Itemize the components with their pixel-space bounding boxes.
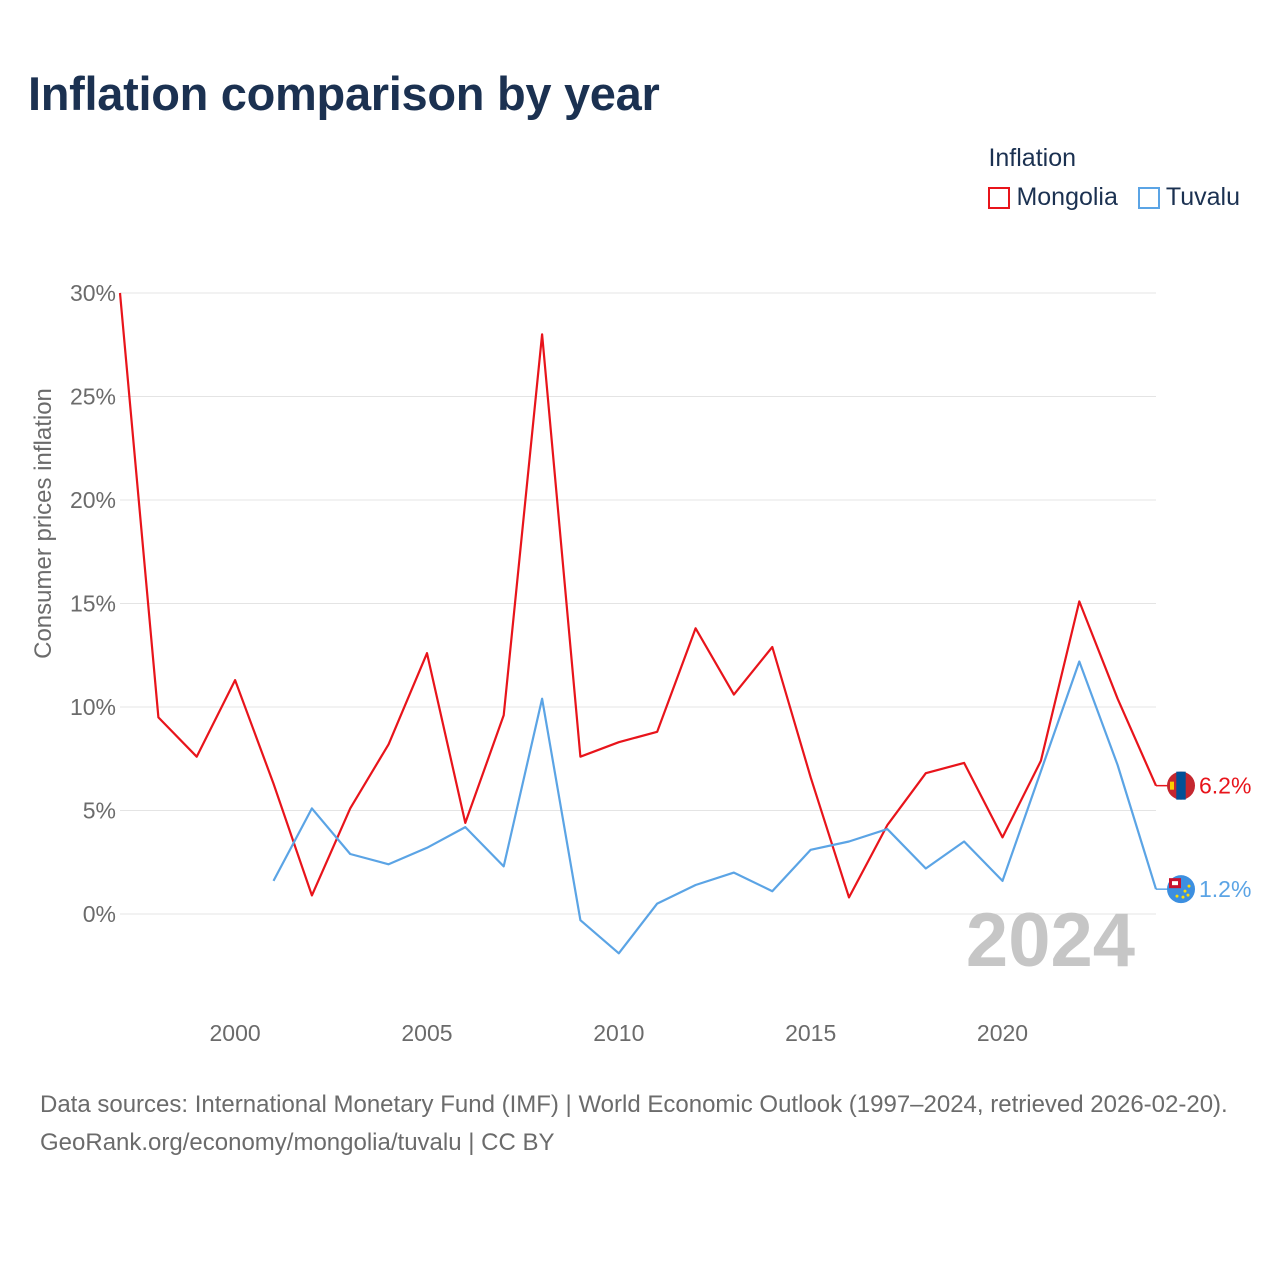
end-value-label-tuvalu: 1.2% [1199, 876, 1251, 902]
legend-swatch-tuvalu [1137, 186, 1160, 209]
flag-star [1183, 889, 1187, 893]
x-tick-label: 2010 [593, 1020, 644, 1046]
legend: Inflation Mongolia Tuvalu [988, 144, 1240, 212]
y-tick-label: 30% [70, 280, 116, 306]
line-chart: 0% 5% 10% 15% 20% 25% 30% 2000 2005 2010 2015 2020 C… [30, 280, 1251, 1046]
y-tick-label: 15% [70, 591, 116, 617]
x-tick-label: 2020 [977, 1020, 1028, 1046]
flag-stripe [1176, 771, 1186, 800]
chart-title: Inflation comparison by year [28, 67, 660, 120]
series-line-mongolia [118, 292, 1158, 899]
footer: Data sources: International Monetary Fun… [40, 1086, 1250, 1162]
flag-star [1186, 893, 1190, 897]
year-watermark: 2024 [966, 898, 1135, 983]
legend-label-tuvalu: Tuvalu [1165, 183, 1240, 211]
legend-title: Inflation [988, 144, 1076, 172]
series-line-tuvalu [272, 660, 1158, 955]
y-tick-label: 5% [83, 798, 116, 824]
y-tick-label: 10% [70, 694, 116, 720]
legend-item-tuvalu[interactable]: Tuvalu [1137, 183, 1240, 212]
x-tick-label: 2015 [785, 1020, 836, 1046]
data-sources: Data sources: International Monetary Fun… [40, 1091, 1228, 1118]
flag-canton-cross [1172, 881, 1178, 886]
end-value-label-mongolia: 6.2% [1199, 773, 1251, 799]
y-tick-label: 0% [83, 901, 116, 927]
x-tick-label: 2005 [401, 1020, 452, 1046]
flag-star [1187, 884, 1191, 888]
legend-swatch-mongolia [988, 186, 1011, 209]
y-tick-label: 20% [70, 487, 116, 513]
y-tick-label: 25% [70, 384, 116, 410]
flag-soyombo [1170, 781, 1174, 790]
y-axis-label: Consumer prices inflation [30, 388, 57, 659]
x-tick-label: 2000 [210, 1020, 261, 1046]
legend-item-mongolia[interactable]: Mongolia [988, 183, 1118, 212]
legend-label-mongolia: Mongolia [1016, 183, 1118, 211]
credit-link[interactable]: GeoRank.org/economy/mongolia/tuvalu | CC… [40, 1129, 555, 1156]
flag-star [1175, 894, 1179, 898]
flag-star [1181, 895, 1185, 899]
